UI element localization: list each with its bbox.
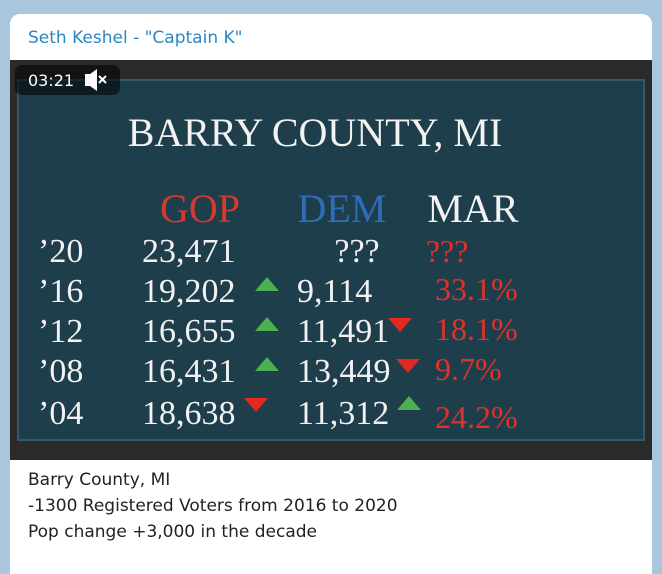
duration: 03:21 bbox=[28, 71, 74, 90]
video-frame: 03:21 BARRY COUNTY, MI GOP DEM MAR ’20 23… bbox=[15, 65, 645, 441]
column-header: MAR bbox=[427, 186, 518, 231]
row-year: ’04 bbox=[38, 395, 83, 432]
row-year: ’08 bbox=[38, 353, 83, 390]
table-rows: ’20 23,471??? ??? ’16 19,202 9,114 33.1% ’12 16,… bbox=[38, 233, 518, 435]
gop-count: 23,471 bbox=[142, 233, 236, 270]
gop-count: 16,431 bbox=[142, 353, 236, 390]
mute-icon[interactable] bbox=[85, 69, 107, 91]
row-year: ’12 bbox=[38, 313, 83, 350]
gop-count: 16,655 bbox=[142, 313, 236, 350]
author-name[interactable]: Seth Keshel - "Captain K" bbox=[28, 28, 243, 48]
gop-count: 19,202 bbox=[142, 273, 236, 310]
margin: 18.1% bbox=[435, 311, 518, 347]
table-title: BARRY COUNTY, MI bbox=[128, 110, 503, 155]
arrows bbox=[244, 277, 421, 412]
post-card: Seth Keshel - "Captain K" 03:21 BARRY CO… bbox=[10, 14, 652, 574]
column-header: GOP bbox=[160, 186, 240, 231]
margin: ??? bbox=[426, 233, 469, 269]
caption-line: Pop change +3,000 in the decade bbox=[28, 522, 317, 542]
gop-count: 18,638 bbox=[142, 395, 236, 432]
dem-count: 13,449 bbox=[297, 353, 391, 390]
margin: 33.1% bbox=[435, 271, 518, 307]
caption-line: -1300 Registered Voters from 2016 to 202… bbox=[28, 496, 398, 516]
caption-line: Barry County, MI bbox=[28, 470, 171, 490]
dem-count: 11,312 bbox=[297, 395, 389, 432]
column-header: DEM bbox=[298, 186, 387, 231]
chalkboard bbox=[17, 79, 645, 441]
dem-count: ??? bbox=[334, 233, 379, 270]
dem-count: 11,491 bbox=[297, 313, 389, 350]
video[interactable]: 03:21 BARRY COUNTY, MI GOP DEM MAR ’20 23… bbox=[10, 60, 652, 460]
margin: 9.7% bbox=[435, 351, 502, 387]
dem-count: 9,114 bbox=[297, 273, 372, 310]
row-year: ’20 bbox=[38, 233, 83, 270]
row-year: ’16 bbox=[38, 273, 83, 310]
margin: 24.2% bbox=[435, 399, 518, 435]
